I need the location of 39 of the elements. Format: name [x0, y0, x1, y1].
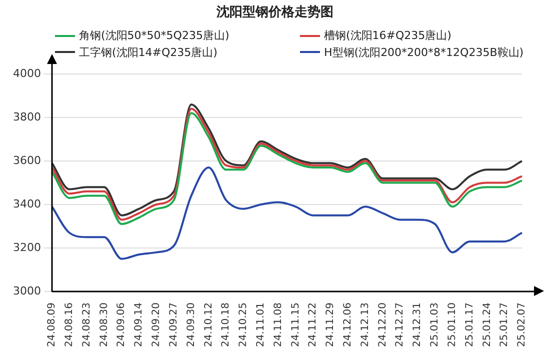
y-tick-label: 3800 [12, 110, 41, 124]
legend-label: 角钢(沈阳50*50*5Q235唐山) [79, 29, 230, 42]
x-tick-label: 25.01.03 [430, 302, 441, 347]
x-tick-label: 24.09.14 [134, 302, 145, 347]
x-tick-label: 24.11.29 [325, 302, 336, 347]
x-tick-label: 24.08.23 [81, 302, 92, 347]
x-tick-label: 24.09.20 [151, 302, 162, 347]
x-tick-label: 24.12.27 [394, 302, 406, 347]
y-tick-label: 3000 [12, 284, 41, 298]
x-tick-label: 24.12.13 [360, 302, 371, 347]
x-tick-label: 25.01.17 [464, 302, 476, 347]
x-tick-label: 24.09.27 [168, 302, 180, 347]
chart-title: 沈阳型钢价格走势图 [216, 4, 334, 22]
x-tick-label: 25.01.24 [482, 302, 493, 347]
x-tick-label: 24.09.06 [116, 302, 128, 347]
y-tick-label: 4000 [12, 66, 41, 80]
x-tick-label: 24.12.31 [412, 302, 424, 347]
x-tick-label: 24.08.16 [64, 302, 75, 347]
x-tick-label: 25.02.07 [516, 302, 528, 347]
x-tick-label: 24.12.20 [377, 302, 388, 347]
legend-label: 槽钢(沈阳16#Q235唐山) [324, 29, 452, 42]
x-tick-label: 24.11.15 [290, 302, 302, 347]
x-tick-label: 24.10.12 [203, 302, 214, 347]
x-tick-label: 25.01.10 [446, 302, 458, 347]
x-tick-label: 24.12.06 [342, 302, 354, 347]
y-tick-label: 3600 [12, 154, 41, 167]
x-tick-label: 24.08.30 [98, 302, 110, 347]
x-tick-label: 24.10.18 [220, 302, 232, 347]
x-tick-label: 24.09.30 [186, 302, 197, 347]
y-tick-label: 3400 [12, 197, 41, 210]
x-tick-label: 25.01.27 [499, 302, 510, 347]
legend-label: H型钢(沈阳200*200*8*12Q235B鞍山) [324, 46, 524, 58]
x-tick-label: 24.08.09 [46, 302, 58, 347]
x-tick-label: 24.10.25 [238, 302, 250, 347]
x-tick-label: 24.11.01 [255, 302, 266, 347]
x-tick-label: 24.11.08 [272, 302, 284, 347]
x-tick-label: 24.11.22 [308, 302, 319, 347]
y-tick-label: 3200 [12, 240, 41, 254]
legend-label: 工字钢(沈阳14#Q235唐山) [79, 46, 218, 58]
